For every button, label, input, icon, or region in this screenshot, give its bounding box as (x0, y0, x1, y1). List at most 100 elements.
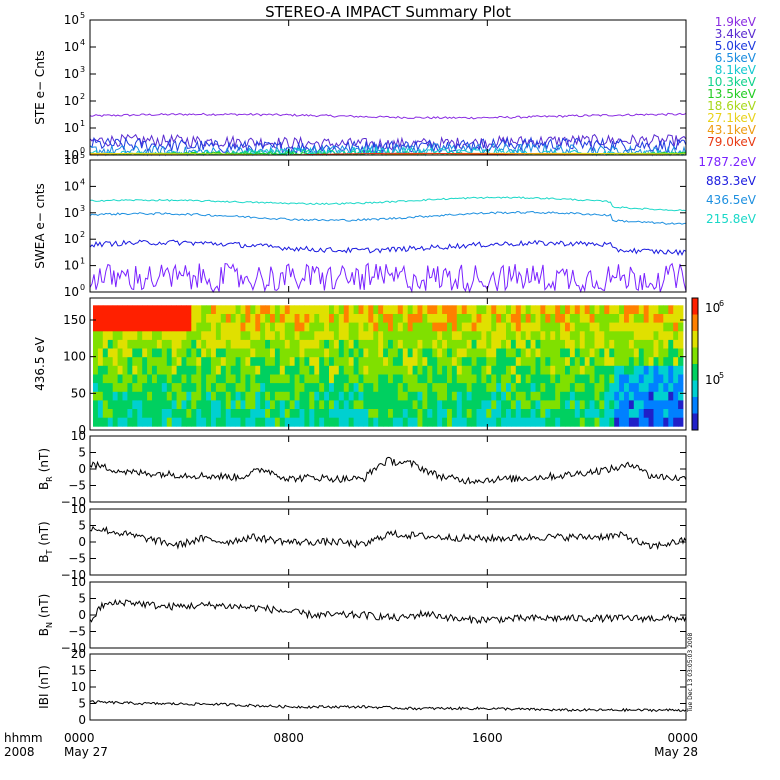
heatmap-cell (378, 322, 384, 332)
heatmap-cell (343, 339, 350, 349)
heatmap-cell (201, 365, 207, 375)
heatmap-cell (156, 417, 163, 427)
heatmap-cell (569, 314, 576, 323)
heatmap-cell (112, 322, 118, 332)
heatmap-cell (584, 409, 590, 418)
heatmap-cell (466, 314, 472, 323)
heatmap-cell (196, 348, 202, 358)
heatmap-cell (309, 305, 315, 315)
heatmap-cell (373, 339, 379, 349)
heatmap-cell (353, 339, 359, 349)
colorbar-segment (692, 347, 698, 365)
heatmap-cell (510, 391, 517, 401)
heatmap-cell (412, 357, 418, 367)
heatmap-cell (447, 322, 453, 332)
heatmap-cell (501, 365, 507, 375)
heatmap-cell (230, 322, 236, 332)
heatmap-cell (191, 305, 197, 315)
heatmap-cell (437, 400, 443, 410)
heatmap-cell (117, 314, 123, 323)
heatmap-cell (368, 391, 374, 401)
heatmap-cell (358, 409, 364, 418)
heatmap-cell (673, 383, 679, 393)
heatmap-cell (147, 331, 153, 341)
heatmap-cell (299, 409, 305, 418)
legend-entry: 13.5keV (707, 87, 757, 101)
heatmap-cell (402, 383, 409, 393)
y-tick-label: 20 (71, 647, 86, 661)
heatmap-cell (186, 417, 192, 427)
heatmap-cell (314, 374, 320, 384)
heatmap-cell (550, 322, 556, 332)
heatmap-cell (515, 374, 522, 384)
heatmap-cell (368, 314, 374, 323)
heatmap-cell (132, 417, 138, 427)
heatmap-cell (378, 365, 384, 375)
heatmap-cell (663, 400, 669, 410)
x-tick-label: 0000 (667, 731, 698, 745)
heatmap-cell (589, 417, 595, 427)
heatmap-cell (191, 400, 197, 410)
heatmap-cell (309, 400, 315, 410)
heatmap-cell (166, 383, 173, 393)
heatmap-cell (201, 339, 207, 349)
heatmap-cell (604, 348, 610, 358)
heatmap-cell (314, 348, 320, 358)
x-tick-label: 1600 (472, 731, 503, 745)
heatmap-cell (329, 322, 335, 332)
heatmap-cell (471, 357, 477, 367)
y-tick-exponent: 5 (80, 11, 85, 20)
heatmap-cell (220, 400, 227, 410)
heatmap-cell (486, 365, 492, 375)
heatmap-cell (520, 357, 527, 367)
heatmap-cell (324, 409, 330, 418)
heatmap-cell (250, 322, 256, 332)
heatmap-cell (127, 383, 133, 393)
heatmap-cell (569, 409, 576, 418)
heatmap-cell (240, 322, 246, 332)
heatmap-cell (117, 331, 123, 341)
heatmap-cell (501, 339, 507, 349)
heatmap-cell (181, 391, 187, 401)
heatmap-cell (147, 348, 153, 358)
heatmap-cell (274, 391, 281, 401)
heatmap-cell (599, 383, 605, 393)
heatmap-cell (501, 322, 507, 332)
heatmap-cell (451, 409, 458, 418)
y-tick-exponent: 4 (80, 177, 85, 186)
heatmap-cell (638, 383, 645, 393)
heatmap-cell (624, 365, 630, 375)
heatmap-cell (476, 391, 482, 401)
y-tick-label: 10 (64, 148, 79, 162)
heatmap-cell (225, 365, 232, 375)
heatmap-cell (122, 322, 128, 332)
heatmap-cell (388, 400, 394, 410)
heatmap-cell (555, 409, 561, 418)
heatmap-cell (560, 391, 566, 401)
heatmap-cell (225, 383, 232, 393)
heatmap-cell (107, 383, 114, 393)
heatmap-cell (560, 331, 566, 341)
heatmap-cell (510, 417, 517, 427)
heatmap-cell (417, 400, 423, 410)
heatmap-cell (240, 383, 246, 393)
heatmap-cell (619, 305, 625, 315)
heatmap-cell (638, 409, 645, 418)
y-axis-label-main: 436.5 eV (33, 336, 47, 391)
heatmap-cell (324, 391, 330, 401)
heatmap-cell (112, 391, 118, 401)
heatmap-cell (329, 409, 335, 418)
legend-entry: 215.8eV (706, 212, 757, 226)
heatmap-cell (353, 383, 359, 393)
heatmap-cell (279, 305, 286, 315)
heatmap-cell (353, 409, 359, 418)
heatmap-cell (506, 314, 512, 323)
heatmap-cell (161, 339, 168, 349)
heatmap-cell (535, 374, 541, 384)
heatmap-cell (466, 331, 472, 341)
heatmap-cell (117, 417, 123, 427)
heatmap-cell (304, 417, 310, 427)
y-tick-label: 0 (78, 423, 86, 437)
heatmap-cell (604, 374, 610, 384)
heatmap-cell (97, 409, 104, 418)
